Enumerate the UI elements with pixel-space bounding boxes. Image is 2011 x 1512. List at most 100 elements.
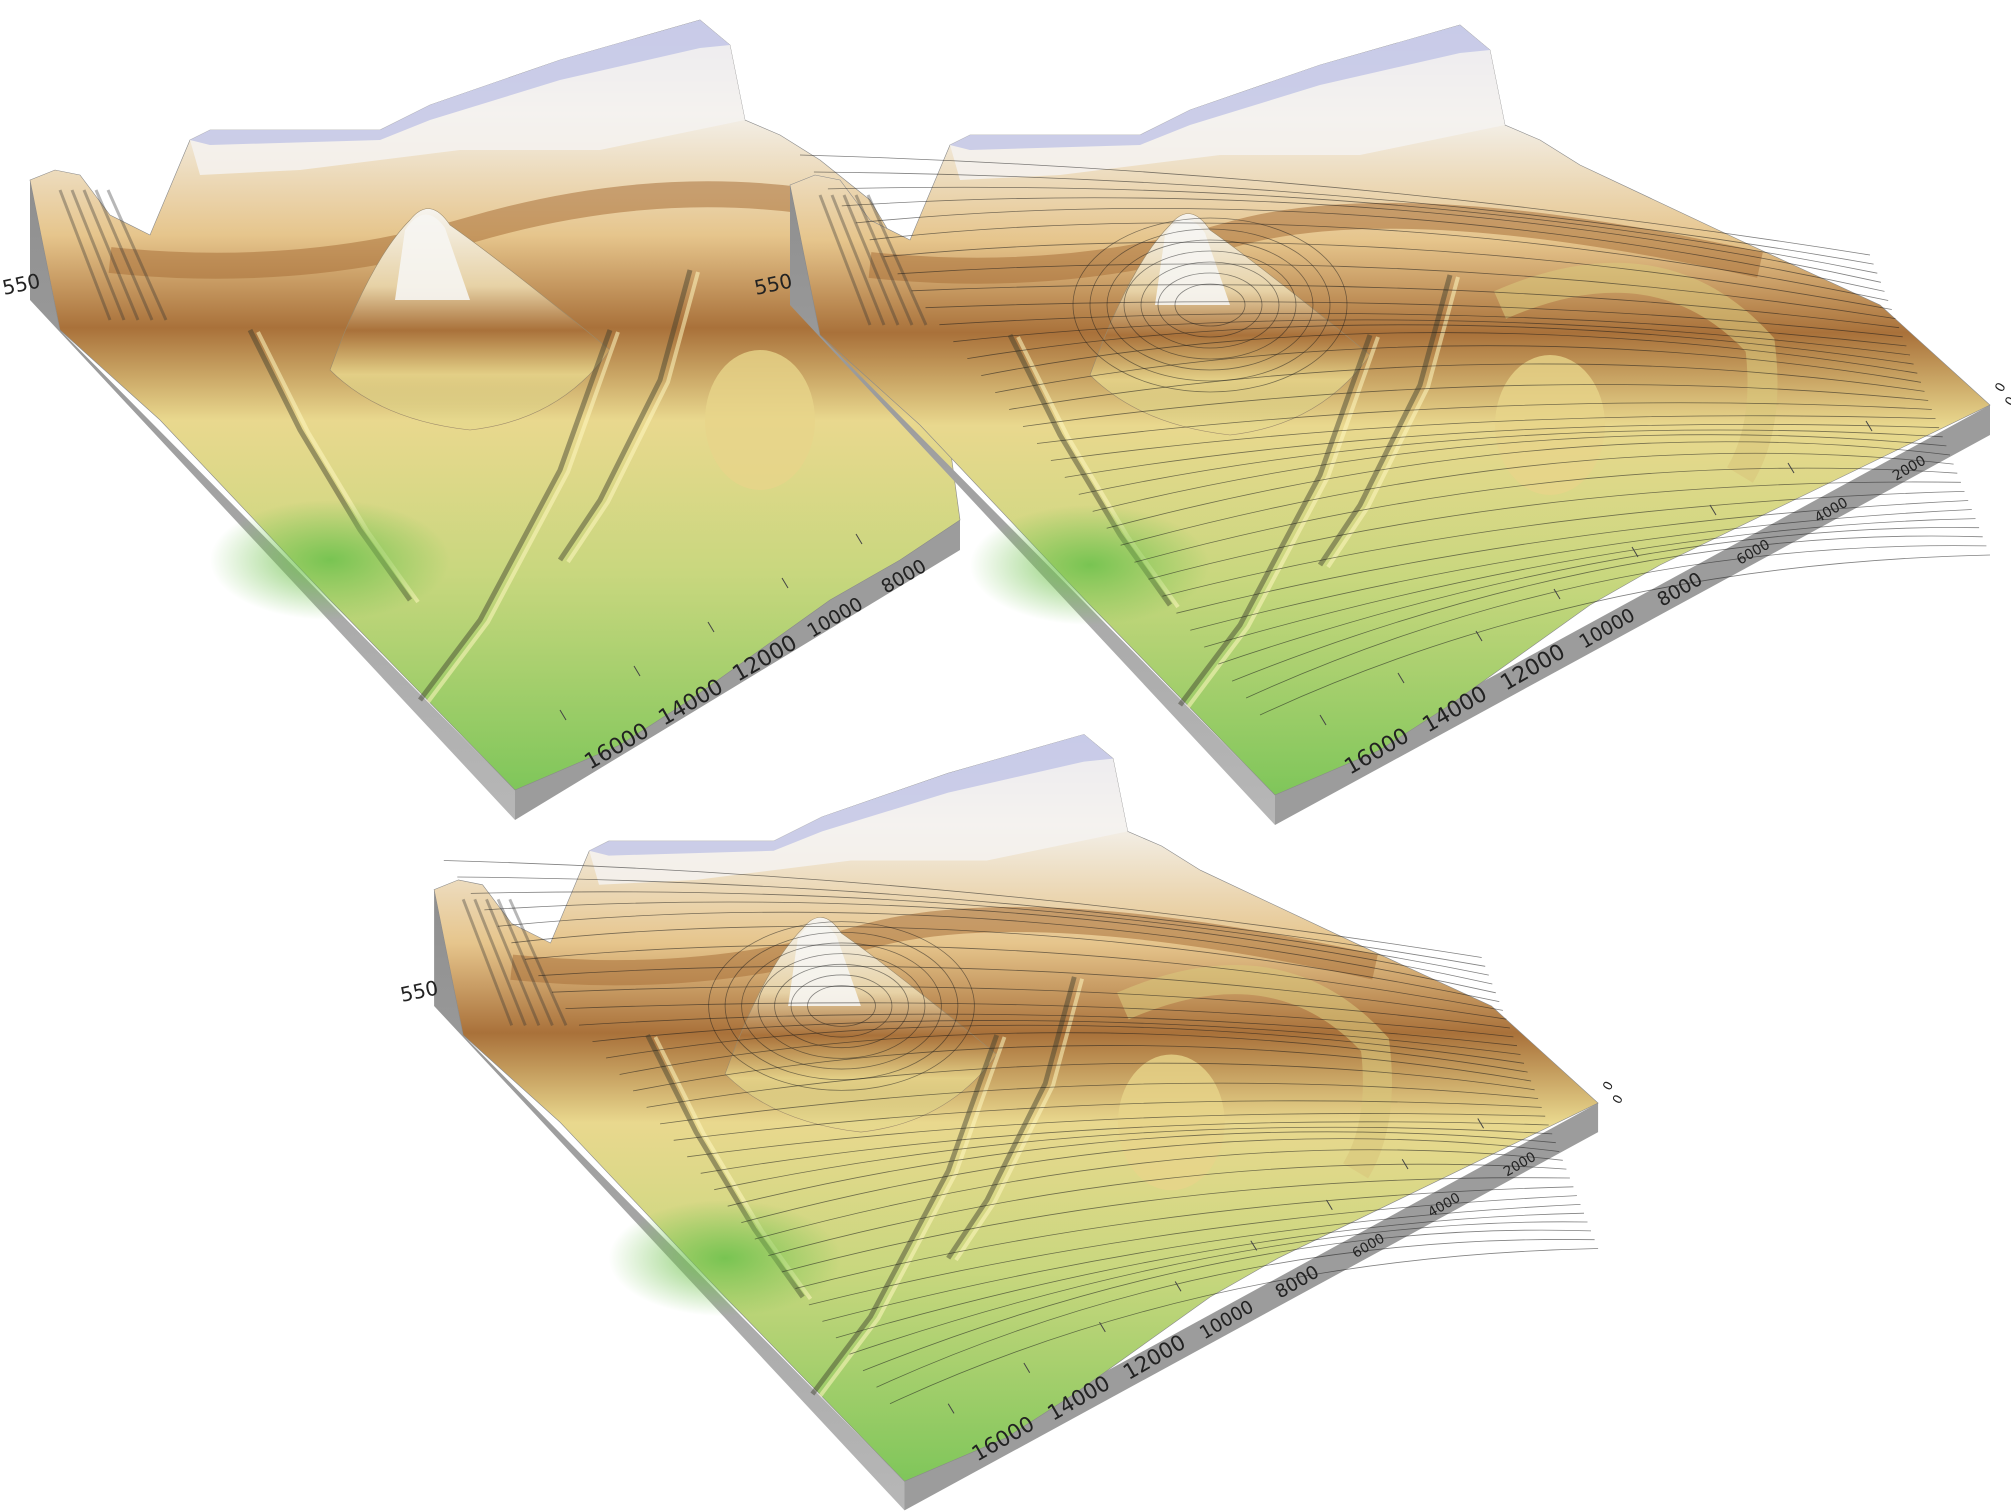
central-peak [1089, 213, 1371, 436]
ridge-highlight [566, 271, 700, 564]
contour-line [813, 171, 1874, 265]
contour-line [849, 1221, 1588, 1355]
contour-ring [741, 942, 942, 1070]
contour-lines [799, 154, 1991, 716]
contour-line [1064, 423, 1940, 478]
contour-lines [443, 860, 1599, 1405]
contour-line [1078, 429, 1943, 495]
contour-line [827, 186, 1878, 274]
contour-line [660, 1082, 1539, 1125]
front-tick-mark [707, 621, 715, 633]
terrain-front-side [904, 1103, 1599, 1511]
ridge-highlight [1186, 336, 1380, 709]
ridge-highlight [426, 331, 620, 704]
contour-line [633, 1045, 1532, 1092]
ridge-highlight [818, 1036, 1007, 1398]
ridge-line [557, 269, 693, 562]
contour-line [1162, 491, 1965, 597]
terrain-front-side [1275, 405, 1990, 825]
contour-line [497, 911, 1496, 994]
contour-line [911, 284, 1900, 329]
right-axis-ticks: 00 [1992, 380, 2011, 409]
ridge-highlight [1326, 276, 1460, 569]
contour-ring [1157, 272, 1263, 338]
contour-line [995, 345, 1921, 393]
contour-line [606, 1024, 1525, 1064]
contour-line [538, 965, 1507, 1020]
ridge-shadow [94, 189, 154, 321]
contour-line [619, 1032, 1528, 1075]
contour-line [470, 891, 1489, 976]
contour-line [1036, 402, 1932, 444]
right-tick-label: 0 [1609, 1092, 1626, 1106]
ridge-line [810, 1034, 999, 1396]
front-tick-mark [1023, 1362, 1031, 1373]
front-tick-mark [1477, 1118, 1485, 1129]
contour-ring [1106, 239, 1314, 371]
contour-line [822, 1204, 1581, 1322]
mound [1117, 1054, 1225, 1191]
contour-ring [1123, 250, 1297, 360]
central-peak [329, 208, 611, 431]
contour-line [1022, 384, 1929, 427]
front-tick-mark [947, 1403, 955, 1414]
contour-ring [774, 963, 909, 1049]
contour-line [781, 1177, 1570, 1273]
front-tick-mark [1865, 420, 1873, 432]
contour-ring [757, 953, 926, 1059]
ridge-shadow [485, 898, 541, 1026]
contour-line [700, 1121, 1549, 1174]
contour-line [1092, 434, 1947, 512]
contour-line [855, 207, 1885, 292]
contour-line [687, 1113, 1546, 1158]
contour-line [869, 222, 1889, 301]
terrain-surface [29, 19, 961, 820]
contour-line [897, 263, 1896, 319]
contour-ring [1174, 283, 1246, 327]
contour-line [1204, 518, 1976, 648]
contour-line [876, 1239, 1595, 1388]
contour-ring [724, 931, 959, 1081]
contour-line [511, 926, 1500, 1002]
front-tick-mark [1319, 714, 1327, 726]
ridge-highlight [954, 978, 1084, 1262]
contour-line [754, 1149, 1563, 1240]
contour-line [714, 1126, 1553, 1191]
ridge-shadow [866, 194, 928, 326]
contour-line [925, 301, 1903, 338]
front-tick-mark [1099, 1321, 1106, 1333]
ridge-shadow [106, 189, 168, 321]
right-axis-ticks: 00 [1599, 1078, 1626, 1106]
peak-snowcap [395, 214, 470, 300]
contour-line [862, 1229, 1592, 1372]
front-tick-mark [1709, 504, 1717, 516]
contour-line [939, 312, 1907, 347]
front-tick-mark [1250, 1240, 1258, 1251]
ridge-shadow [818, 194, 872, 326]
contour-line [1120, 452, 1954, 546]
contour-line [578, 1013, 1518, 1047]
contour-line [1106, 441, 1951, 529]
ridge-shadow [842, 194, 900, 326]
terrain-left-side [30, 180, 515, 820]
contour-line [646, 1062, 1535, 1108]
mound [705, 350, 815, 490]
brown-band [108, 181, 802, 279]
front-tick-mark [1631, 546, 1639, 558]
ridge-shadow [854, 194, 914, 326]
right-tick-label: 0 [1992, 380, 2009, 395]
contour-line [741, 1138, 1560, 1223]
front-tick-mark [1553, 588, 1561, 600]
contour-line [1218, 527, 1980, 665]
front-tick-mark [633, 665, 641, 677]
ridge-shadow [496, 898, 554, 1026]
ridge-shadow [830, 194, 886, 326]
ridge-shadow [473, 898, 527, 1026]
front-tick-mark [855, 533, 863, 545]
brown-band [868, 202, 1763, 284]
contour-line [592, 1020, 1521, 1055]
panel-bottom: 550 160001400012000100008000600040002000… [398, 734, 1626, 1511]
green-lowland [608, 1200, 842, 1317]
z-axis-label: 550 [398, 975, 440, 1006]
